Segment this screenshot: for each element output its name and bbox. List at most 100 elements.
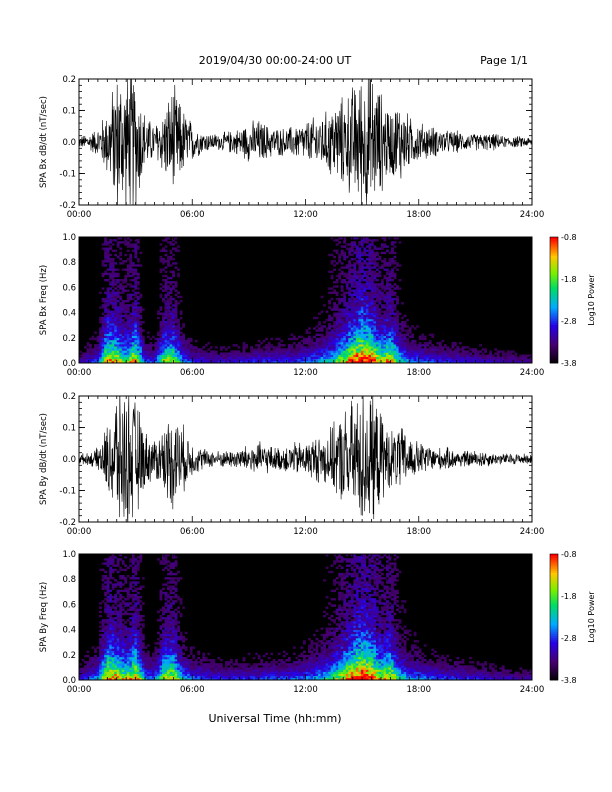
bx-freq-cell — [360, 350, 364, 353]
bx-freq-cell — [131, 342, 135, 345]
bx-freq-cell — [383, 295, 387, 299]
bx-freq-cell — [375, 293, 379, 297]
bx-freq-cell — [426, 344, 430, 347]
bx-freq-cell — [106, 346, 110, 349]
bx-freq-cell — [134, 354, 138, 357]
bx-freq-cell — [365, 356, 369, 360]
by-freq-cell — [151, 677, 155, 681]
by-freq-cell — [101, 635, 105, 639]
bx-freq-cell — [363, 337, 367, 341]
bx-freq-cell — [174, 314, 178, 318]
bx-freq-cell — [381, 279, 384, 282]
bx-freq-cell — [134, 350, 138, 353]
by-freq-cell — [184, 646, 188, 649]
bx-freq-cell — [162, 285, 165, 288]
by-freq-cell — [169, 587, 173, 590]
by-freq-cell — [101, 675, 105, 679]
bx-freq-cell — [391, 346, 394, 349]
by-freq-cell — [179, 600, 183, 603]
bx-freq-cell — [388, 325, 392, 328]
bx-freq-cell — [355, 276, 359, 280]
by-freq-cell — [179, 669, 183, 672]
bx-freq-cell — [363, 285, 367, 288]
bx-freq-cell — [378, 331, 382, 334]
bx-freq-cell — [290, 350, 294, 353]
by-freq-cell — [136, 577, 140, 580]
bx-freq-cell — [159, 354, 163, 357]
by-freq-cell — [169, 625, 173, 628]
bx-freq-cell — [358, 344, 362, 347]
bx-freq-cell — [119, 344, 123, 347]
bx-freq-cell — [184, 346, 188, 349]
by-freq-cell — [182, 665, 185, 668]
bx-freq-cell — [91, 360, 95, 364]
bx-freq-cell — [363, 251, 367, 255]
bx-freq-cell — [345, 304, 349, 307]
bx-freq-cell — [370, 295, 374, 299]
bx-freq-cell — [167, 335, 170, 339]
bx-freq-cell — [250, 354, 253, 357]
bx-freq-cell — [396, 316, 399, 320]
bx-freq-cell — [174, 283, 178, 286]
bx-freq-cell — [116, 255, 120, 259]
by-freq-cell — [129, 627, 133, 630]
by-freq-cell — [157, 675, 160, 679]
bx-freq-cell — [509, 358, 513, 362]
by-freq-cell — [154, 667, 158, 670]
bx-freq-cell — [129, 255, 133, 259]
by-freq-cell — [164, 625, 168, 628]
bx-freq-cell — [164, 314, 168, 318]
by-freq-cell — [192, 661, 196, 664]
bx-freq-cell — [109, 352, 113, 355]
bx-freq-cell — [169, 302, 173, 305]
by-freq-cell — [162, 642, 165, 645]
bx-freq-cell — [451, 352, 455, 355]
bx-freq-cell — [282, 350, 286, 353]
bx-freq-cell — [101, 344, 105, 347]
bx-freq-cell — [109, 276, 113, 280]
bx-freq-cell — [388, 331, 392, 334]
bx-freq-cell — [365, 323, 369, 326]
by-freq-cell — [149, 675, 153, 679]
bx-freq-cell — [101, 247, 105, 250]
bx-freq-cell — [86, 356, 90, 360]
bx-freq-cell — [162, 348, 165, 351]
bx-freq-cell — [207, 342, 211, 345]
by-freq-cell — [119, 612, 123, 616]
bx-freq-cell — [350, 327, 354, 330]
by-freq-cell — [114, 621, 118, 624]
bx-freq-cell — [305, 339, 309, 343]
bx-freq-cell — [116, 358, 120, 362]
bx-freq-cell — [101, 312, 105, 315]
bx-freq-cell — [247, 354, 251, 357]
bx-freq-cell — [365, 339, 369, 343]
by-freq-cell — [159, 619, 163, 622]
by-freq-cell — [194, 663, 198, 666]
bx-freq-cell — [363, 344, 367, 347]
by-freq-cell — [106, 673, 110, 677]
by-freq-cell — [136, 656, 140, 660]
by-freq-cell — [139, 608, 143, 611]
bx-freq-cell — [111, 335, 115, 339]
bx-freq-cell — [272, 352, 276, 355]
by-freq-cell — [84, 667, 87, 670]
by-freq-cell — [121, 648, 125, 651]
bx-freq-cell — [124, 329, 128, 332]
by-freq-cell — [131, 585, 135, 588]
bx-freq-cell — [101, 329, 105, 332]
by-freq-cell — [111, 610, 115, 614]
bx-freq-cell — [521, 360, 525, 364]
bx-freq-cell — [343, 266, 347, 269]
bx-freq-cell — [350, 354, 354, 357]
bx-freq-cell — [164, 352, 168, 355]
bx-freq-cell — [242, 356, 246, 360]
bx-freq-cell — [365, 249, 369, 252]
bx-freq-cell — [360, 304, 364, 307]
bx-freq-cell — [335, 348, 339, 351]
bx-freq-cell — [184, 350, 188, 353]
bx-freq-cell — [365, 302, 369, 305]
bx-freq-cell — [262, 350, 266, 353]
by-freq-cell — [109, 627, 113, 630]
bx-freq-cell — [358, 276, 362, 280]
bx-freq-cell — [360, 287, 364, 290]
